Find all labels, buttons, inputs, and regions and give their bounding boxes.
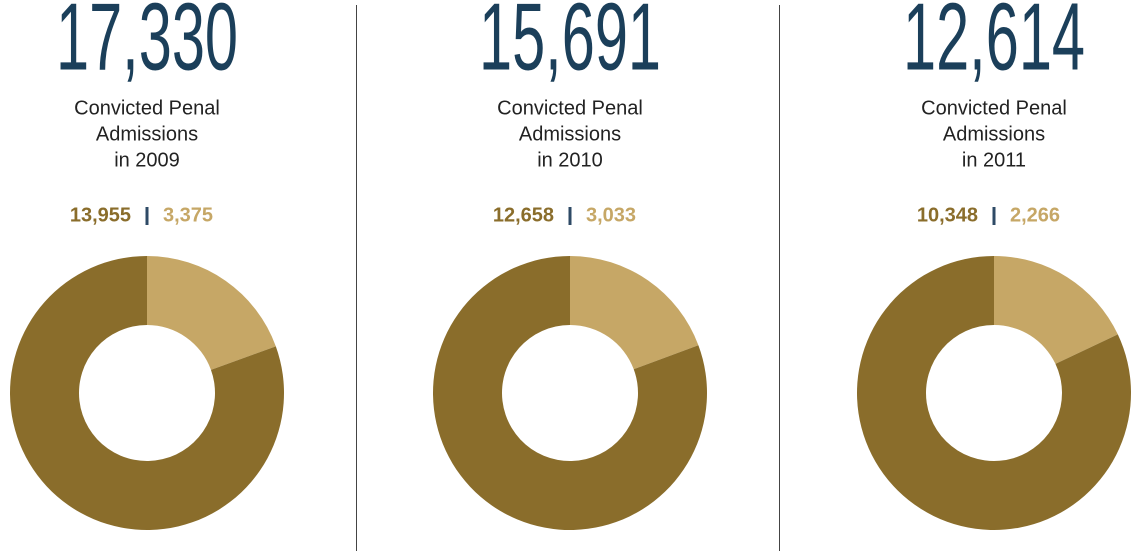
donut-segment bbox=[994, 256, 1118, 364]
value-label: 10,348 bbox=[917, 204, 978, 226]
title-group: 12,614 bbox=[903, 0, 1085, 90]
total-number: 17,330 bbox=[56, 0, 238, 90]
subtitle-line: in 2011 bbox=[962, 149, 1026, 171]
donut-segment bbox=[570, 256, 699, 370]
title-group: 17,330 bbox=[56, 0, 238, 90]
subtitle-line: in 2009 bbox=[114, 149, 180, 171]
total-number: 15,691 bbox=[479, 0, 661, 90]
value-label: 13,955 bbox=[70, 204, 131, 226]
subtitle-line: in 2010 bbox=[537, 149, 603, 171]
value-label: 3,033 bbox=[586, 204, 636, 226]
subtitle-line: Convicted Penal bbox=[74, 97, 220, 119]
value-label: 3,375 bbox=[163, 204, 213, 226]
donut-segment bbox=[147, 256, 276, 370]
donut-segment bbox=[9, 256, 284, 530]
title-group: 15,691 bbox=[479, 0, 661, 90]
separator bbox=[568, 207, 572, 225]
value-label: 2,266 bbox=[1010, 204, 1060, 226]
separator bbox=[145, 207, 149, 225]
donut-segment bbox=[857, 256, 1132, 530]
subtitle-line: Convicted Penal bbox=[921, 97, 1067, 119]
subtitle-line: Admissions bbox=[943, 123, 1045, 145]
subtitle-line: Convicted Penal bbox=[497, 97, 643, 119]
total-number: 12,614 bbox=[903, 0, 1085, 90]
subtitle-line: Admissions bbox=[96, 123, 198, 145]
value-label: 12,658 bbox=[493, 204, 554, 226]
separator bbox=[992, 207, 996, 225]
subtitle-line: Admissions bbox=[519, 123, 621, 145]
donut-segment bbox=[433, 256, 707, 530]
